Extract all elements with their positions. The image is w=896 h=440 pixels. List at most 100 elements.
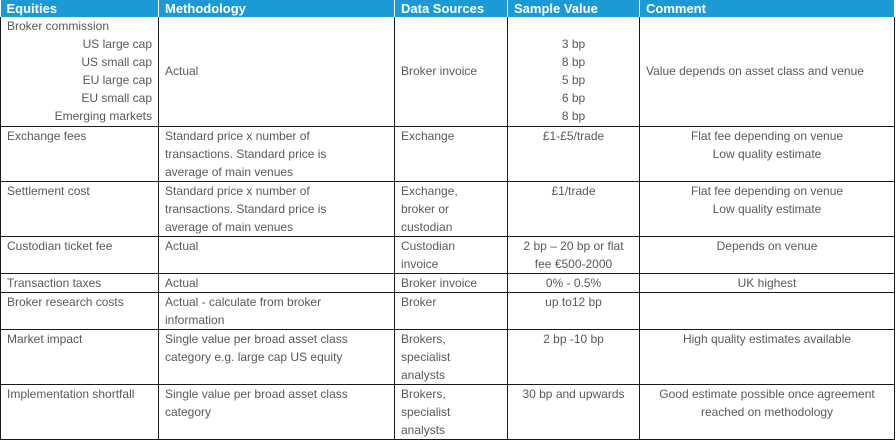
header-data-sources: Data Sources bbox=[394, 0, 508, 17]
row-sample-value: £1-£5/trade bbox=[507, 126, 640, 182]
row-source-line: Brokers, bbox=[401, 386, 446, 401]
broker-sub-item: EU large cap bbox=[82, 73, 152, 87]
row-source-line: custodian bbox=[401, 219, 453, 234]
broker-values-cell: 3 bp 8 bp 5 bp 6 bp 8 bp bbox=[507, 17, 640, 127]
row-methodology: Actual bbox=[158, 236, 395, 274]
row-methodology-line: transactions. Standard price is bbox=[165, 201, 327, 216]
row-methodology-line: Actual - calculate from broker bbox=[165, 294, 322, 309]
broker-sub-item: US large cap bbox=[82, 37, 152, 51]
row-methodology: Single value per broad asset class catego… bbox=[158, 384, 395, 440]
row-source: Broker invoice bbox=[394, 273, 508, 293]
row-source-line: invoice bbox=[401, 256, 439, 271]
row-comment-line: Flat fee depending on venue bbox=[690, 128, 844, 143]
broker-comment: Value depends on asset class and venue bbox=[639, 17, 895, 127]
broker-sub-item: Emerging markets bbox=[54, 109, 152, 123]
row-source-line: Broker invoice bbox=[401, 275, 478, 290]
row-methodology-line: average of main venues bbox=[165, 164, 294, 179]
row-source-line: specialist bbox=[401, 404, 451, 419]
table-row: Exchange fees Standard price x number of t… bbox=[0, 126, 895, 182]
row-sample-value-line: 2 bp – 20 bp or flat bbox=[523, 238, 624, 253]
row-methodology-line: transactions. Standard price is bbox=[165, 146, 327, 161]
row-source-line: Brokers, bbox=[401, 331, 446, 346]
header-equities: Equities bbox=[0, 0, 159, 17]
row-methodology-line: Actual bbox=[165, 275, 199, 290]
broker-value: 5 bp bbox=[561, 73, 586, 87]
row-sample-value-line: £1/trade bbox=[551, 183, 596, 198]
row-methodology: Actual - calculate from broker informatio… bbox=[158, 292, 395, 330]
row-sample-value: 30 bp and upwards bbox=[507, 384, 640, 440]
row-methodology: Single value per broad asset class catego… bbox=[158, 329, 395, 385]
row-comment: Flat fee depending on venue Low quality e… bbox=[639, 126, 895, 182]
row-methodology-line: category bbox=[165, 404, 212, 419]
row-methodology-line: Actual bbox=[165, 238, 199, 253]
row-methodology-line: average of main venues bbox=[165, 219, 294, 234]
table-row: Transaction taxes Actual Broker invoice 0% … bbox=[0, 273, 895, 293]
broker-value: 3 bp bbox=[561, 37, 586, 51]
row-sample-value: up to12 bp bbox=[507, 292, 640, 330]
table-row-broker-commission: Broker commission US large cap US small … bbox=[0, 17, 895, 127]
row-source-line: Custodian bbox=[401, 238, 456, 253]
header-comment: Comment bbox=[639, 0, 895, 17]
table-row: Custodian ticket fee Actual Custodian invoi… bbox=[0, 236, 895, 274]
row-source: Exchange, broker or custodian bbox=[394, 181, 508, 237]
row-source-line: analysts bbox=[401, 422, 446, 437]
broker-source: Broker invoice bbox=[394, 17, 508, 127]
row-source-line: Exchange bbox=[401, 128, 455, 143]
row-comment-line: Depends on venue bbox=[716, 238, 818, 253]
row-sample-value: 2 bp -10 bp bbox=[507, 329, 640, 385]
row-sample-value-line: up to12 bp bbox=[545, 294, 602, 309]
row-comment bbox=[639, 292, 895, 330]
row-comment: High quality estimates available bbox=[639, 329, 895, 385]
table-row: Implementation shortfall Single value per… bbox=[0, 384, 895, 440]
row-name: Settlement cost bbox=[0, 181, 159, 237]
row-name: Broker research costs bbox=[0, 292, 159, 330]
broker-commission-cell: Broker commission US large cap US small … bbox=[0, 17, 159, 127]
row-methodology-line: category e.g. large cap US equity bbox=[165, 349, 343, 364]
row-source-line: Broker bbox=[401, 294, 437, 309]
row-source-line: specialist bbox=[401, 349, 451, 364]
row-comment: Flat fee depending on venue Low quality e… bbox=[639, 181, 895, 237]
row-source: Brokers, specialist analysts bbox=[394, 329, 508, 385]
row-comment-line: Good estimate possible once agreement bbox=[659, 386, 875, 401]
row-sample-value-line: fee €500-2000 bbox=[534, 256, 613, 271]
row-comment: Good estimate possible once agreement rea… bbox=[639, 384, 895, 440]
row-methodology-line: Single value per broad asset class bbox=[165, 331, 348, 346]
table-row: Market impact Single value per broad asse… bbox=[0, 329, 895, 385]
row-comment-line: Flat fee depending on venue bbox=[690, 183, 844, 198]
row-sample-value-line: 30 bp and upwards bbox=[522, 386, 625, 401]
header-sample-value: Sample Value bbox=[507, 0, 640, 17]
row-methodology-line: Single value per broad asset class bbox=[165, 386, 348, 401]
row-source: Exchange bbox=[394, 126, 508, 182]
row-name: Market impact bbox=[0, 329, 159, 385]
row-sample-value-line: £1-£5/trade bbox=[542, 128, 605, 143]
row-comment-line: Low quality estimate bbox=[712, 201, 822, 216]
row-name: Exchange fees bbox=[0, 126, 159, 182]
row-methodology: Standard price x number of transactions. … bbox=[158, 126, 395, 182]
row-methodology-line: information bbox=[165, 312, 225, 327]
row-source: Brokers, specialist analysts bbox=[394, 384, 508, 440]
row-name: Implementation shortfall bbox=[0, 384, 159, 440]
table-row: Settlement cost Standard price x number o… bbox=[0, 181, 895, 237]
row-methodology: Standard price x number of transactions. … bbox=[158, 181, 395, 237]
row-source: Broker bbox=[394, 292, 508, 330]
row-methodology: Actual bbox=[158, 273, 395, 293]
row-sample-value-line: 2 bp -10 bp bbox=[543, 331, 604, 346]
header-row: Equities Methodology Data Sources Sample… bbox=[0, 0, 895, 17]
broker-methodology: Actual bbox=[158, 17, 395, 127]
row-comment-line: UK highest bbox=[737, 275, 797, 290]
broker-sub-item: EU small cap bbox=[81, 91, 152, 105]
broker-value: 8 bp bbox=[561, 109, 586, 123]
broker-sub-item: US small cap bbox=[81, 55, 152, 69]
row-source-line: analysts bbox=[401, 367, 446, 382]
row-source-line: broker or bbox=[401, 201, 450, 216]
row-comment: UK highest bbox=[639, 273, 895, 293]
row-comment: Depends on venue bbox=[639, 236, 895, 274]
row-source-line: Exchange, bbox=[401, 183, 458, 198]
row-source: Custodian invoice bbox=[394, 236, 508, 274]
row-name: Custodian ticket fee bbox=[0, 236, 159, 274]
row-sample-value: 0% - 0.5% bbox=[507, 273, 640, 293]
table-body: Exchange fees Standard price x number of t… bbox=[0, 126, 895, 440]
row-comment-line: High quality estimates available bbox=[682, 331, 852, 346]
row-comment-line: Low quality estimate bbox=[712, 146, 822, 161]
